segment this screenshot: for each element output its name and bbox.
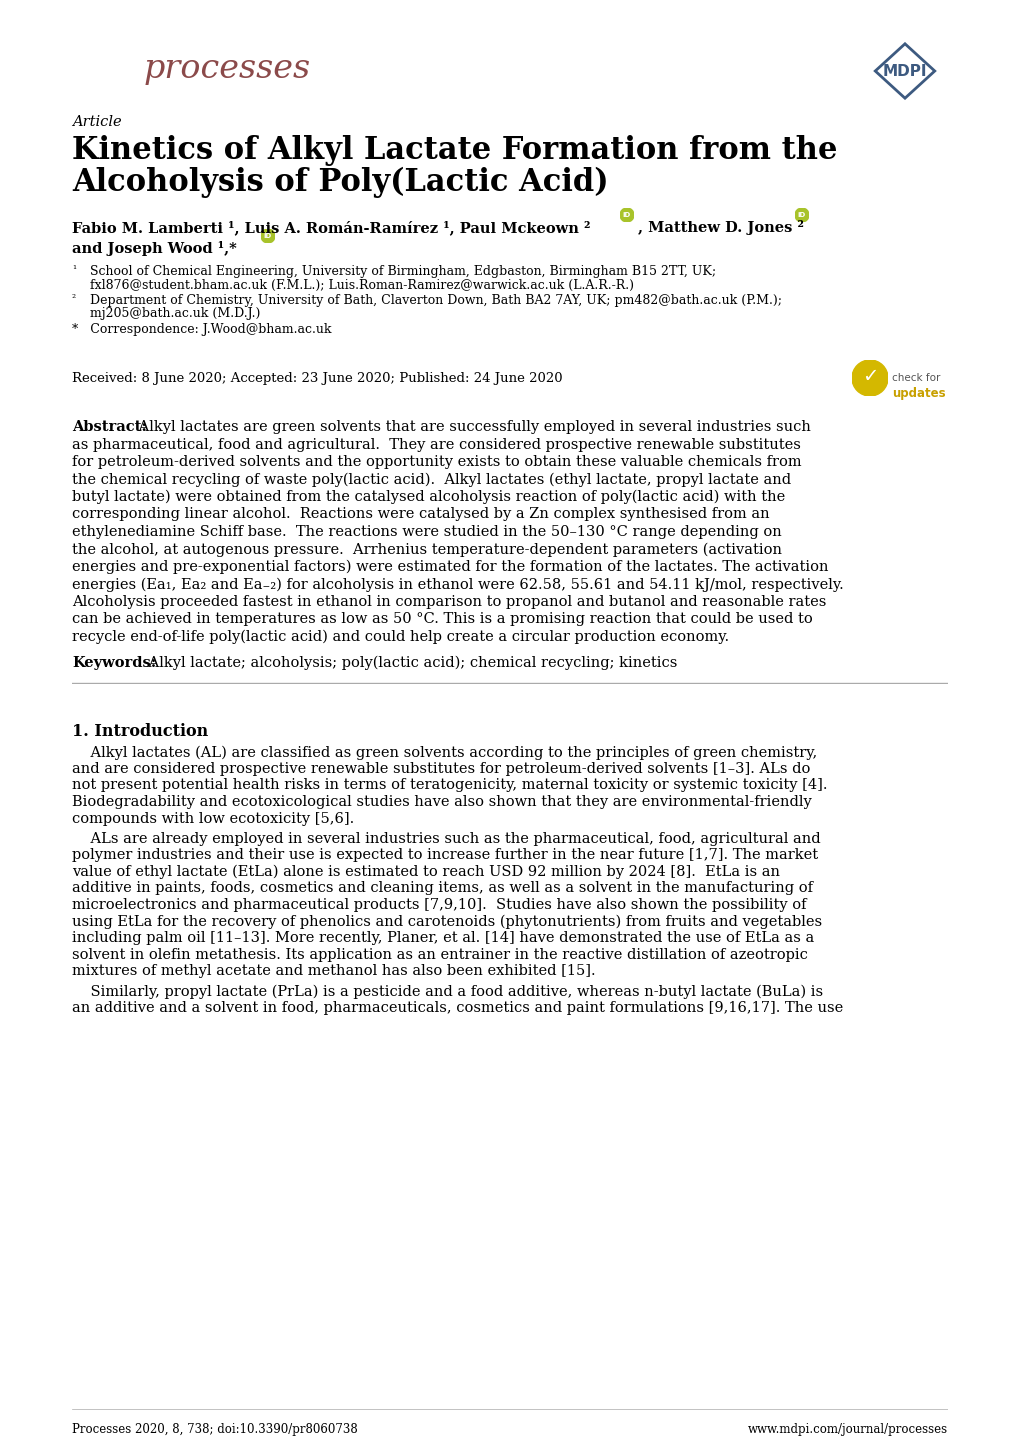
- Text: Abstract:: Abstract:: [72, 420, 147, 434]
- Text: MDPI: MDPI: [881, 63, 926, 78]
- Text: an additive and a solvent in food, pharmaceuticals, cosmetics and paint formulat: an additive and a solvent in food, pharm…: [72, 1001, 843, 1015]
- Text: *   Correspondence: J.Wood@bham.ac.uk: * Correspondence: J.Wood@bham.ac.uk: [72, 323, 331, 336]
- Text: mixtures of methyl acetate and methanol has also been exhibited [15].: mixtures of methyl acetate and methanol …: [72, 965, 595, 978]
- Text: energies and pre-exponential factors) were estimated for the formation of the la: energies and pre-exponential factors) we…: [72, 559, 827, 574]
- Circle shape: [794, 208, 808, 222]
- Text: can be achieved in temperatures as low as 50 °C. This is a promising reaction th: can be achieved in temperatures as low a…: [72, 613, 812, 626]
- Text: recycle end-of-life poly(lactic acid) and could help create a circular productio: recycle end-of-life poly(lactic acid) an…: [72, 630, 729, 645]
- Text: Kinetics of Alkyl Lactate Formation from the: Kinetics of Alkyl Lactate Formation from…: [72, 136, 837, 166]
- Circle shape: [261, 229, 275, 244]
- Text: iD: iD: [623, 212, 631, 218]
- Text: ✓: ✓: [861, 366, 877, 385]
- Circle shape: [851, 360, 888, 397]
- Text: 1. Introduction: 1. Introduction: [72, 724, 208, 741]
- Bar: [109, 56, 120, 68]
- Text: check for: check for: [892, 373, 940, 384]
- Circle shape: [620, 208, 634, 222]
- Text: and are considered prospective renewable substitutes for petroleum-derived solve: and are considered prospective renewable…: [72, 761, 809, 776]
- Text: ²: ²: [72, 294, 76, 303]
- Text: additive in paints, foods, cosmetics and cleaning items, as well as a solvent in: additive in paints, foods, cosmetics and…: [72, 881, 812, 895]
- Text: microelectronics and pharmaceutical products [7,9,10].  Studies have also shown : microelectronics and pharmaceutical prod…: [72, 898, 806, 911]
- Text: Keywords:: Keywords:: [72, 656, 156, 669]
- Text: processes: processes: [144, 53, 311, 85]
- Text: iD: iD: [797, 212, 805, 218]
- Text: polymer industries and their use is expected to increase further in the near fut: polymer industries and their use is expe…: [72, 848, 817, 862]
- Text: Alkyl lactates are green solvents that are successfully employed in several indu: Alkyl lactates are green solvents that a…: [133, 420, 810, 434]
- Text: value of ethyl lactate (EtLa) alone is estimated to reach USD 92 million by 2024: value of ethyl lactate (EtLa) alone is e…: [72, 865, 780, 880]
- Text: Alcoholysis proceeded fastest in ethanol in comparison to propanol and butanol a: Alcoholysis proceeded fastest in ethanol…: [72, 596, 825, 609]
- Text: Article: Article: [72, 115, 121, 128]
- Text: Biodegradability and ecotoxicological studies have also shown that they are envi: Biodegradability and ecotoxicological st…: [72, 795, 811, 809]
- Text: Alcoholysis of Poly(Lactic Acid): Alcoholysis of Poly(Lactic Acid): [72, 167, 608, 198]
- Text: and Joseph Wood ¹,*: and Joseph Wood ¹,*: [72, 241, 236, 257]
- Text: ALs are already employed in several industries such as the pharmaceutical, food,: ALs are already employed in several indu…: [72, 832, 820, 846]
- Text: iD: iD: [264, 234, 272, 239]
- Text: energies (Ea₁, Ea₂ and Ea₋₂) for alcoholysis in ethanol were 62.58, 55.61 and 54: energies (Ea₁, Ea₂ and Ea₋₂) for alcohol…: [72, 577, 843, 591]
- Text: compounds with low ecotoxicity [5,6].: compounds with low ecotoxicity [5,6].: [72, 812, 354, 825]
- Text: as pharmaceutical, food and agricultural.  They are considered prospective renew: as pharmaceutical, food and agricultural…: [72, 437, 800, 451]
- Text: not present potential health risks in terms of teratogenicity, maternal toxicity: not present potential health risks in te…: [72, 779, 826, 793]
- Text: using EtLa for the recovery of phenolics and carotenoids (phytonutrients) from f: using EtLa for the recovery of phenolics…: [72, 914, 821, 929]
- Text: www.mdpi.com/journal/processes: www.mdpi.com/journal/processes: [747, 1423, 947, 1436]
- Text: Fabio M. Lamberti ¹, Luis A. Román-Ramírez ¹, Paul Mckeown ²: Fabio M. Lamberti ¹, Luis A. Román-Ramír…: [72, 221, 590, 235]
- Text: Alkyl lactate; alcoholysis; poly(lactic acid); chemical recycling; kinetics: Alkyl lactate; alcoholysis; poly(lactic …: [144, 656, 677, 671]
- Text: updates: updates: [892, 386, 945, 399]
- Text: butyl lactate) were obtained from the catalysed alcoholysis reaction of poly(lac: butyl lactate) were obtained from the ca…: [72, 490, 785, 505]
- Text: School of Chemical Engineering, University of Birmingham, Edgbaston, Birmingham : School of Chemical Engineering, Universi…: [90, 265, 715, 278]
- Text: ¹: ¹: [72, 265, 76, 274]
- Text: the alcohol, at autogenous pressure.  Arrhenius temperature-dependent parameters: the alcohol, at autogenous pressure. Arr…: [72, 542, 782, 557]
- Text: Processes 2020, 8, 738; doi:10.3390/pr8060738: Processes 2020, 8, 738; doi:10.3390/pr80…: [72, 1423, 358, 1436]
- Text: for petroleum-derived solvents and the opportunity exists to obtain these valuab: for petroleum-derived solvents and the o…: [72, 456, 801, 469]
- Text: fxl876@student.bham.ac.uk (F.M.L.); Luis.Roman-Ramirez@warwick.ac.uk (L.A.R.-R.): fxl876@student.bham.ac.uk (F.M.L.); Luis…: [90, 278, 634, 291]
- Text: the chemical recycling of waste poly(lactic acid).  Alkyl lactates (ethyl lactat: the chemical recycling of waste poly(lac…: [72, 473, 791, 487]
- Text: , Matthew D. Jones ²: , Matthew D. Jones ²: [637, 221, 803, 235]
- Text: Alkyl lactates (AL) are classified as green solvents according to the principles: Alkyl lactates (AL) are classified as gr…: [72, 746, 816, 760]
- Text: mj205@bath.ac.uk (M.D.J.): mj205@bath.ac.uk (M.D.J.): [90, 307, 260, 320]
- Text: Similarly, propyl lactate (PrLa) is a pesticide and a food additive, whereas n-b: Similarly, propyl lactate (PrLa) is a pe…: [72, 985, 822, 999]
- Ellipse shape: [85, 50, 103, 91]
- Text: ethylenediamine Schiff base.  The reactions were studied in the 50–130 °C range : ethylenediamine Schiff base. The reactio…: [72, 525, 781, 539]
- Text: Received: 8 June 2020; Accepted: 23 June 2020; Published: 24 June 2020: Received: 8 June 2020; Accepted: 23 June…: [72, 372, 562, 385]
- Text: solvent in olefin metathesis. Its application as an entrainer in the reactive di: solvent in olefin metathesis. Its applic…: [72, 947, 807, 962]
- Bar: [109, 74, 120, 85]
- Text: corresponding linear alcohol.  Reactions were catalysed by a Zn complex synthesi: corresponding linear alcohol. Reactions …: [72, 508, 769, 522]
- Text: Department of Chemistry, University of Bath, Claverton Down, Bath BA2 7AY, UK; p: Department of Chemistry, University of B…: [90, 294, 782, 307]
- Text: including palm oil [11–13]. More recently, Planer, et al. [14] have demonstrated: including palm oil [11–13]. More recentl…: [72, 932, 813, 945]
